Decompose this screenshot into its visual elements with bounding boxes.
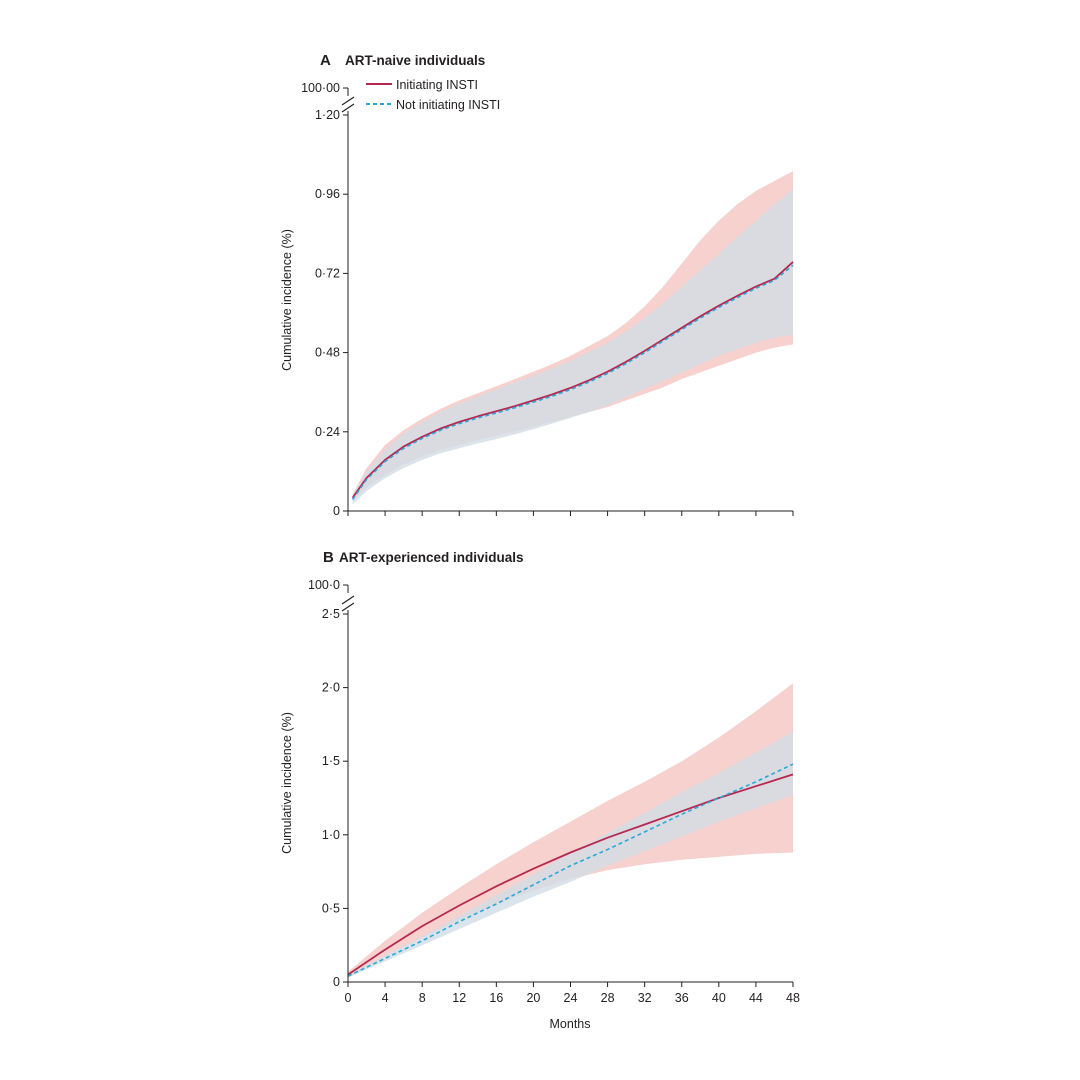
legend-label-initiating-insti: Initiating INSTI [396, 78, 478, 92]
panel-b-chart: B ART-experienced individuals 100·0 0 0·5 1… [280, 549, 800, 1031]
panel-b-ci-bands [348, 683, 793, 978]
x-tick-label: 4 [382, 991, 389, 1005]
y-tick-label: 1·0 [322, 828, 340, 842]
panel-a-title: ART-naive individuals [345, 53, 485, 68]
y-axis-break-mark [341, 103, 355, 113]
x-tick-label: 36 [675, 991, 689, 1005]
y-tick-label: 2·0 [322, 681, 340, 695]
y-break-tick-label: 100·0 [308, 578, 340, 592]
x-tick-label: 8 [419, 991, 426, 1005]
series-line-not-initiating-insti [351, 264, 794, 500]
panel-a-series-lines [351, 261, 794, 500]
y-axis-break-mark [341, 602, 355, 612]
y-axis-break-mark [341, 595, 355, 605]
panel-a-letter: A [320, 52, 331, 69]
ci-band-not-initiating [348, 731, 793, 978]
y-axis-break-mark [341, 96, 355, 106]
y-tick-label: 0 [333, 504, 340, 518]
y-tick-label: 0·5 [322, 901, 340, 915]
y-tick-label: 0·72 [315, 266, 340, 280]
x-tick-label: 20 [526, 991, 540, 1005]
x-tick-label: 16 [489, 991, 503, 1005]
panel-b-title: ART-experienced individuals [339, 550, 524, 565]
x-tick-label: 32 [638, 991, 652, 1005]
y-tick-label: 0 [333, 975, 340, 989]
x-tick-label: 28 [601, 991, 615, 1005]
panel-a-legend: Initiating INSTI Not initiating INSTI [366, 78, 500, 112]
x-tick-label: 40 [712, 991, 726, 1005]
panel-b-letter: B [323, 549, 334, 566]
x-tick-label: 12 [452, 991, 466, 1005]
x-tick-label: 0 [345, 991, 352, 1005]
y-tick-label: 0·24 [315, 425, 340, 439]
x-tick-label: 48 [786, 991, 800, 1005]
x-tick-label: 24 [564, 991, 578, 1005]
y-tick-label: 1·20 [315, 108, 340, 122]
x-tick-label: 44 [749, 991, 763, 1005]
panel-b-axes: 100·000·51·01·52·02·50 4 8 12 16 20 24 28 32 36 40… [308, 578, 800, 1005]
panel-a-chart: A ART-naive individuals 100·00 0 0·24 0·48 0… [280, 52, 794, 518]
panel-a-y-axis-label: Cumulative incidence (%) [280, 229, 294, 371]
legend-label-not-initiating-insti: Not initiating INSTI [396, 98, 500, 112]
ci-band-initiating [348, 683, 793, 978]
y-tick-label: 2·5 [322, 607, 340, 621]
series-line-initiating-insti [347, 773, 794, 976]
series-line-not-initiating-insti [347, 763, 794, 977]
ci-band-not-initiating [352, 189, 793, 505]
y-tick-label: 0·48 [315, 346, 340, 360]
panel-b-y-axis-label: Cumulative incidence (%) [280, 712, 294, 854]
panel-a-ci-bands [352, 171, 793, 505]
y-tick-label: 0·96 [315, 187, 340, 201]
series-line-initiating-insti [351, 261, 794, 499]
y-tick-label: 1·5 [322, 754, 340, 768]
panel-a-axes: 100·00 0 0·24 0·48 0·72 0·96 1·20 [301, 81, 794, 518]
panel-b-x-axis-label: Months [550, 1017, 591, 1031]
y-break-tick-label: 100·00 [301, 81, 340, 95]
panel-b-series-lines [347, 763, 794, 977]
